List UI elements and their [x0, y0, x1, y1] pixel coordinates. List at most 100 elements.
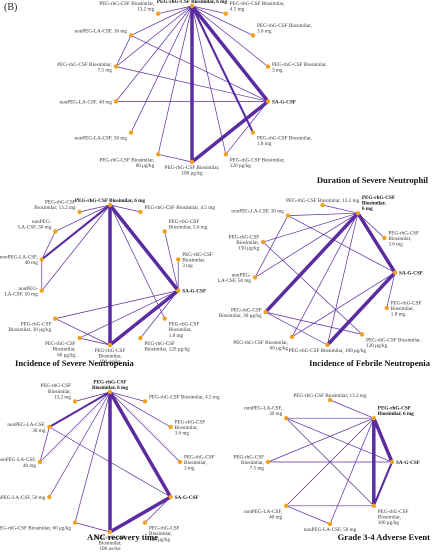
- network-edge: [109, 391, 146, 402]
- network-edge: [291, 272, 396, 338]
- network-edge: [109, 391, 181, 463]
- network-3: PEG-rhG-CSF Biosimilar, 6 mg PEG-rhG-CSF Bio…: [218, 195, 431, 368]
- network-edge: [130, 35, 269, 102]
- network-edge: [40, 203, 112, 261]
- network-node-label: PEG-rhG-CSF Biosimilar, 4.5 mg: [144, 205, 215, 211]
- network-node: [37, 459, 43, 465]
- network-edge: [164, 231, 179, 291]
- network-node: [177, 459, 183, 465]
- network-node-label: PEG-rhG-CSF Biosimilar, 1.8 mg: [257, 136, 312, 148]
- network-node-label: PEG-rhG-CSF Biosimilar, 60 μg/kg: [0, 526, 71, 532]
- network-node: [284, 503, 289, 508]
- network-node: [77, 209, 82, 215]
- network-edges: [267, 399, 394, 525]
- network-caption: ANC recovery time: [87, 532, 158, 542]
- network-edge: [115, 5, 193, 67]
- network-node: [371, 503, 376, 508]
- network-edge: [115, 66, 269, 102]
- network-node-label: nonPEG-LA-CSF, 30 mg: [231, 209, 284, 215]
- network-edge: [157, 153, 193, 163]
- network-node-label: nonPEG-LA-CSF, 40 mg: [244, 509, 282, 521]
- network-node-label: PEG-rhG-CSF Biosimilar, 6 mg: [157, 0, 228, 5]
- network-node-label: PEG-rhG-CSF Biosimilar, 3 mg: [272, 62, 327, 74]
- network-node-label: PEG-rhG-CSF Biosimilar, 100 μg/kg: [95, 535, 126, 550]
- network-edge: [285, 505, 331, 525]
- network-node-label: PEG-rhG-CSF Biosimilar, 13.2 mg: [34, 199, 76, 211]
- network-edge: [79, 204, 111, 213]
- network-node-label: PEG-rhG-CSF Biosimilar, 4.5 mg: [149, 394, 220, 400]
- network-node: [285, 213, 291, 218]
- network-edge: [254, 212, 359, 278]
- network-node: [392, 270, 398, 275]
- network-edge: [115, 5, 193, 102]
- network-node-label: nonPEG-LA-CSF, 50 mg: [75, 136, 128, 142]
- network-node: [389, 459, 395, 465]
- network-node: [250, 130, 256, 135]
- network-node: [156, 152, 161, 157]
- network-node-label: nonPEG-LA-CSF, 50 mg: [218, 273, 252, 285]
- network-edge: [54, 204, 111, 232]
- network-edge: [291, 212, 359, 338]
- network-edge: [329, 399, 375, 419]
- network-node-label: PEG-rhG-CSF Biosimilar, 120 μg/kg: [149, 526, 180, 543]
- network-1: PEG-rhG-CSF Biosimilar, 6 mg PEG-rhG-CSF …: [57, 0, 428, 185]
- network-node-label: PEG-rhG-CSF Biosimilar, 120 μg/kg: [366, 337, 421, 349]
- network-edge: [356, 211, 397, 275]
- network-edge: [327, 212, 359, 346]
- network-edge: [74, 522, 111, 533]
- network-edge: [265, 311, 328, 346]
- network-node: [265, 99, 271, 104]
- network-node: [162, 229, 167, 234]
- network-node: [261, 239, 266, 245]
- network-node-label: PEG-rhG-CSF Biosimilar, 100 μg/kg: [289, 348, 367, 354]
- network-node-label: nonPEG-LA-CSF, 40 mg: [60, 99, 113, 105]
- network-edge: [108, 203, 180, 293]
- network-edge: [140, 290, 179, 339]
- network-node: [142, 399, 148, 404]
- network-edges: [254, 204, 397, 347]
- network-node: [284, 416, 289, 421]
- network-edge: [54, 318, 111, 346]
- network-edge: [79, 337, 111, 346]
- network-node-label: nonPEG-LA-CSF, 50 mg: [5, 286, 39, 298]
- network-edge: [39, 426, 50, 463]
- network-node: [107, 202, 113, 208]
- network-node: [138, 335, 143, 341]
- network-edge: [109, 204, 166, 319]
- network-node-label: PEG-rhG-CSF Biosimilar, 13.2 mg: [293, 393, 367, 399]
- network-node: [47, 494, 52, 500]
- network-node-label: PEG-rhG-CSF Biosimilar, 13.2 mg: [40, 383, 71, 400]
- network-edge: [285, 417, 393, 463]
- network-edge: [190, 4, 255, 134]
- network-node-label: PEG-rhG-CSF Biosimilar, 6 mg: [362, 195, 395, 212]
- network-caption: Duration of Severe Neutrophil: [317, 175, 429, 185]
- network-edge: [191, 5, 269, 67]
- network-node: [265, 64, 271, 69]
- network-node: [252, 275, 258, 280]
- network-node: [53, 229, 58, 234]
- network-node: [384, 305, 389, 311]
- network-edge: [329, 417, 375, 525]
- network-caption: Incidence of Severe Neutropenia: [15, 358, 134, 368]
- network-node: [189, 159, 195, 165]
- network-edges: [39, 390, 181, 534]
- network-node-label: PEG-rhG-CSF Biosimilar, 100 μg/kg: [95, 348, 126, 365]
- network-edge: [372, 416, 394, 464]
- network-node-label: nonPEG-LA-CSF, 50 mg: [304, 527, 357, 533]
- network-node-label: SA-G-CSF: [175, 495, 199, 501]
- network-edge: [79, 290, 179, 339]
- network-node-label: nonPEG-LA-CSF, 30 mg: [75, 28, 128, 34]
- network-node-label: PEG-rhG-CSF Biosimilar, 6 mg: [378, 406, 414, 418]
- network-edge: [49, 426, 171, 498]
- network-node-label: PEG-rhG-CSF Biosimilar, 60 μg/kg: [45, 341, 76, 358]
- network-node-label: nonPEG-LA-CSF, 30 mg: [18, 219, 52, 231]
- network-node-label: PEG-rhG-CSF Biosimilar, 3.6 mg: [169, 219, 208, 231]
- network-node: [265, 459, 271, 465]
- network-node-label: PEG-rhG-CSF Biosimilar, 1.8 mg: [391, 300, 422, 317]
- network-edge: [41, 231, 56, 260]
- network-2: PEG-rhG-CSF Biosimilar, 6 mgPEG-rhG-CSF …: [0, 198, 215, 368]
- network-edge: [191, 5, 227, 155]
- network-node-label: PEG-rhG-CSF Biosimilar, 13.2 mg: [99, 1, 154, 13]
